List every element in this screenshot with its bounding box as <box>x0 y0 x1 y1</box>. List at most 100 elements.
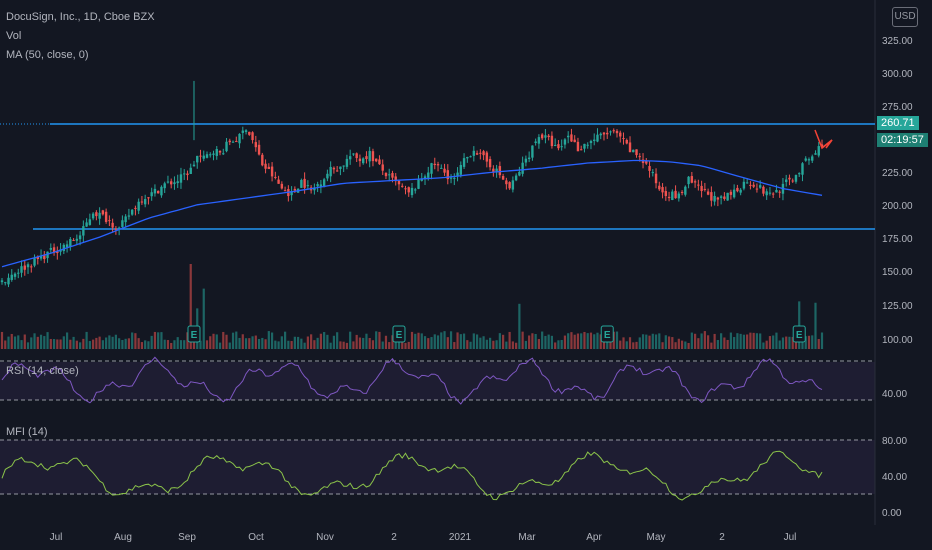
volume-bar <box>804 336 807 349</box>
volume-bar <box>127 338 131 349</box>
volume-bar <box>118 338 121 349</box>
price-tick-label: 225.00 <box>882 168 913 179</box>
mfi-legend[interactable]: MFI (14) <box>6 426 48 438</box>
candle-body <box>664 191 668 197</box>
candle-body <box>329 166 332 177</box>
volume-bar <box>381 341 384 349</box>
volume-bar <box>235 331 238 349</box>
volume-bar <box>303 342 306 349</box>
candle-body <box>427 172 430 178</box>
candle-body <box>804 158 807 161</box>
candle-body <box>420 179 423 181</box>
volume-bar <box>176 337 179 349</box>
volume-bar <box>293 336 296 349</box>
volume-legend[interactable]: Vol <box>6 30 22 42</box>
volume-bar <box>801 336 804 349</box>
candle-body <box>540 134 544 139</box>
volume-bar <box>518 303 521 349</box>
currency-button[interactable]: USD <box>892 7 918 27</box>
volume-bar <box>762 342 765 349</box>
price-tick-label: 325.00 <box>882 36 913 47</box>
volume-bar <box>814 302 817 349</box>
candle-body <box>531 145 534 158</box>
volume-bar <box>749 332 752 349</box>
candle-body <box>345 158 349 167</box>
volume-bar <box>368 338 371 349</box>
candle-body <box>111 222 114 228</box>
candle-body <box>114 228 118 230</box>
candle-body <box>570 134 573 142</box>
candle-body <box>560 146 563 148</box>
rsi-legend[interactable]: RSI (14, close) <box>6 365 79 377</box>
candle-body <box>508 182 511 189</box>
candle-body <box>156 190 160 194</box>
candle-body <box>482 151 485 156</box>
candle-body <box>625 139 628 144</box>
volume-bar <box>163 339 166 349</box>
candle-body <box>632 149 635 153</box>
candle-body <box>713 195 716 202</box>
volume-bar <box>384 335 388 349</box>
rsi-band-fill <box>0 362 875 400</box>
candle-body <box>117 227 121 229</box>
volume-bar <box>615 331 619 349</box>
candle-body <box>602 132 606 135</box>
volume-bar <box>768 336 772 349</box>
candle-body <box>446 170 449 180</box>
volume-bar <box>739 333 742 349</box>
earnings-marker <box>600 325 614 343</box>
candle-body <box>703 188 707 190</box>
candle-body <box>17 272 20 274</box>
volume-bar <box>257 338 261 349</box>
candle-body <box>264 163 267 169</box>
earnings-marker-label: E <box>604 330 611 341</box>
volume-bar <box>710 342 713 349</box>
volume-bar <box>323 332 326 349</box>
volume-bar <box>144 340 147 349</box>
volume-bar <box>680 340 684 349</box>
candle-body <box>124 216 127 223</box>
volume-bar <box>720 333 723 349</box>
volume-bar <box>449 331 453 349</box>
candle-body <box>469 156 472 158</box>
candle-body <box>586 144 589 146</box>
candle-body <box>248 131 251 135</box>
volume-bar <box>59 339 62 349</box>
candle-body <box>684 186 687 195</box>
volume-bar <box>218 342 222 349</box>
volume-bar <box>508 331 511 349</box>
volume-bar <box>39 334 43 349</box>
candle-body <box>690 176 694 183</box>
volume-bar <box>485 339 488 349</box>
candle-body <box>817 146 820 156</box>
candle-body <box>758 185 762 188</box>
volume-bar <box>264 339 267 349</box>
candle-body <box>606 132 609 135</box>
candle-body <box>130 209 134 215</box>
volume-bar <box>13 336 17 349</box>
symbol-legend[interactable]: DocuSign, Inc., 1D, Cboe BZX <box>6 11 155 23</box>
volume-bar <box>270 332 274 349</box>
candle-body <box>518 171 521 176</box>
candle-body <box>612 130 615 132</box>
candle-body <box>700 185 703 192</box>
arrow-annotation <box>814 129 833 150</box>
volume-bar <box>358 337 362 349</box>
candle-body <box>163 183 166 189</box>
candle-body <box>488 159 492 168</box>
candle-body <box>674 190 677 199</box>
volume-bar <box>414 333 417 349</box>
ma-legend[interactable]: MA (50, close, 0) <box>6 49 89 61</box>
volume-bar <box>199 340 202 349</box>
volume-bar <box>101 340 104 349</box>
volume-bar <box>62 336 65 349</box>
candle-body <box>348 156 352 160</box>
candle-body <box>215 149 218 156</box>
candle-body <box>710 192 713 201</box>
time-tick-label: Apr <box>586 532 602 543</box>
candle-body <box>199 155 202 157</box>
volume-bar <box>492 340 495 349</box>
volume-bar <box>602 341 606 349</box>
volume-bar <box>443 331 446 349</box>
